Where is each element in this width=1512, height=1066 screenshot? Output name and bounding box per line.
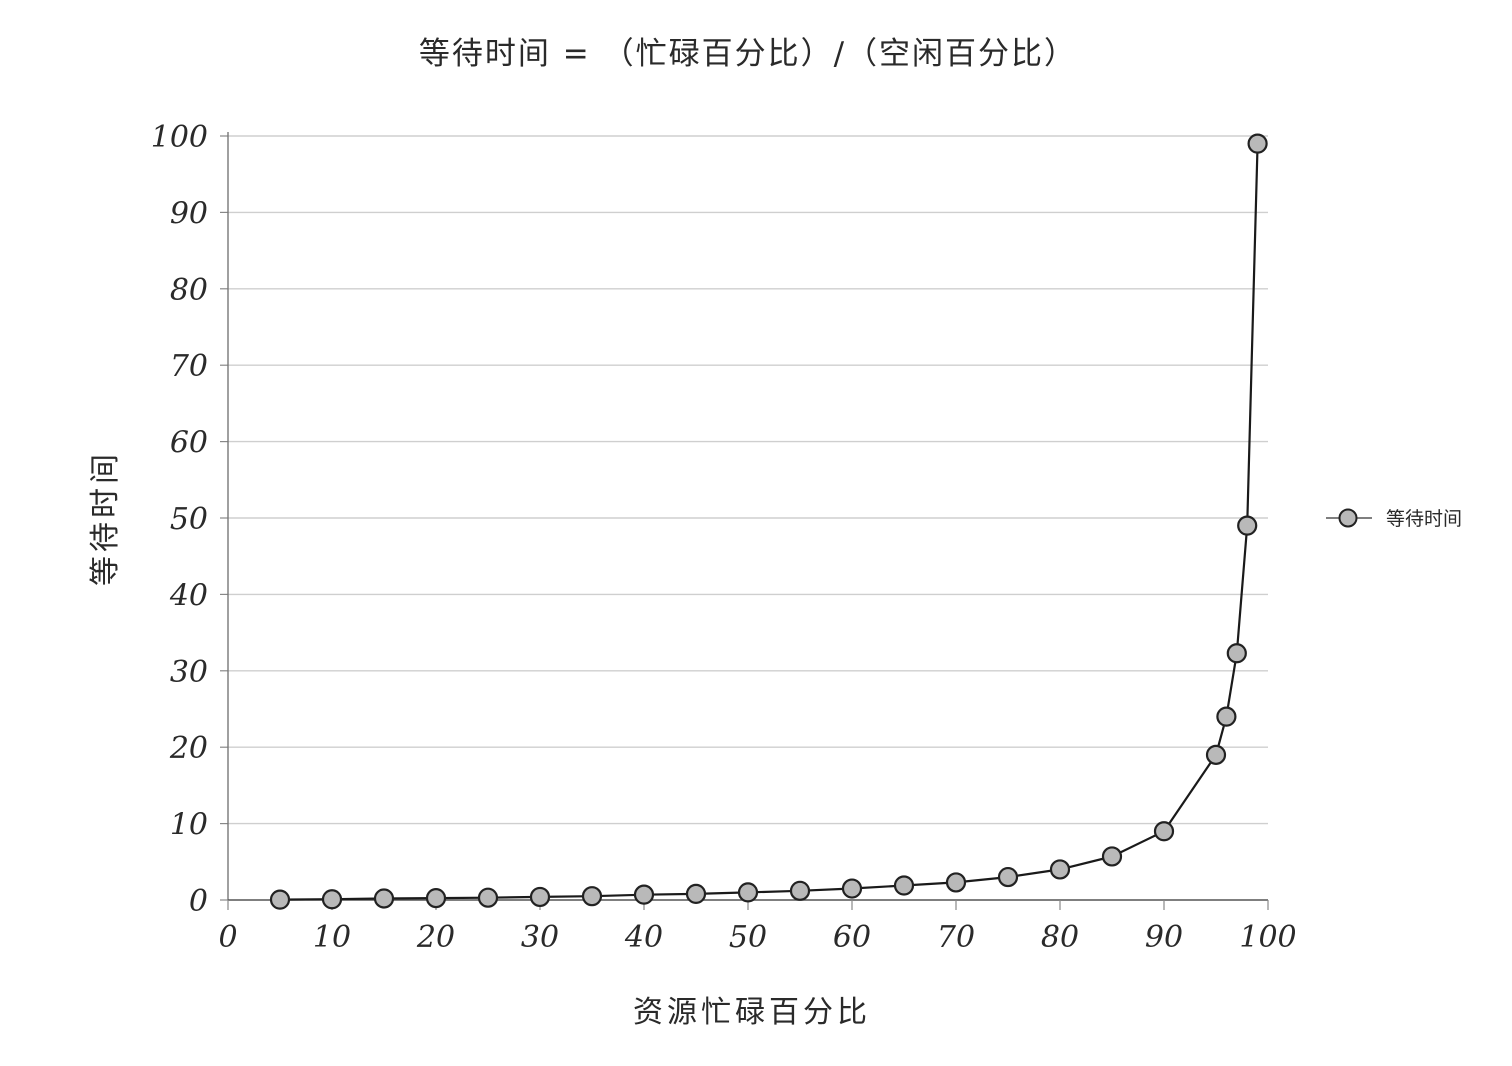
data-point	[477, 887, 499, 908]
data-point	[789, 880, 811, 901]
data-point	[945, 872, 967, 893]
x-tick-label: 0	[218, 920, 237, 955]
y-tick-label: 30	[170, 655, 208, 690]
legend-marker	[1338, 508, 1358, 528]
y-tick-label: 50	[170, 502, 208, 537]
y-tick-label: 10	[170, 808, 208, 843]
y-tick-label: 20	[169, 731, 208, 766]
x-tick-label: 70	[937, 920, 975, 955]
x-tick-label: 50	[729, 920, 767, 955]
data-point	[1205, 744, 1227, 765]
data-point	[1237, 515, 1258, 536]
data-point	[893, 875, 915, 896]
x-tick-label: 40	[624, 920, 663, 955]
x-tick-label: 60	[833, 920, 871, 955]
gridlines	[228, 135, 1268, 825]
y-tick-label: 0	[189, 884, 208, 919]
y-tick-label: 70	[170, 349, 208, 384]
data-point	[1049, 859, 1071, 880]
x-tick-label: 20	[416, 920, 455, 955]
data-point	[997, 866, 1019, 888]
legend: 等待时间	[1326, 508, 1462, 530]
chart-title: 等待时间 = （忙碌百分比）/（空闲百分比）	[419, 36, 1077, 72]
y-tick-label: 40	[169, 578, 208, 613]
data-point	[1226, 643, 1247, 664]
data-point	[581, 886, 603, 907]
data-point	[321, 889, 343, 910]
data-point	[841, 878, 863, 899]
data-point	[737, 882, 759, 903]
x-tick-label: 10	[313, 920, 351, 955]
x-axis-ticks: 0 10 20 30 40 50 60 70 80 90 100	[218, 920, 1296, 955]
x-axis-title: 资源忙碌百分比	[633, 995, 871, 1030]
y-axis-title: 等待时间	[88, 450, 123, 586]
data-point	[633, 884, 655, 905]
axes	[220, 132, 1269, 910]
data-point	[685, 883, 707, 904]
x-tick-label: 30	[521, 920, 559, 955]
data-point	[1153, 821, 1175, 842]
y-tick-label: 100	[151, 120, 208, 155]
series-waiting-time	[269, 133, 1268, 910]
data-point	[373, 888, 395, 909]
y-tick-label: 80	[170, 273, 208, 308]
data-point	[1247, 133, 1268, 154]
data-point	[1216, 706, 1237, 727]
data-point	[269, 889, 291, 910]
y-axis-ticks: 0 10 20 30 40 50 60 70 80 90 100	[151, 120, 208, 919]
data-point	[529, 886, 551, 908]
data-point	[1101, 846, 1123, 867]
legend-label: 等待时间	[1386, 508, 1462, 530]
y-tick-label: 90	[170, 196, 208, 231]
series-line	[279, 143, 1259, 901]
x-tick-label: 80	[1041, 920, 1079, 955]
x-tick-label: 100	[1239, 920, 1296, 955]
x-tick-label: 90	[1145, 920, 1183, 955]
y-tick-label: 60	[170, 426, 208, 461]
data-point	[425, 887, 447, 909]
